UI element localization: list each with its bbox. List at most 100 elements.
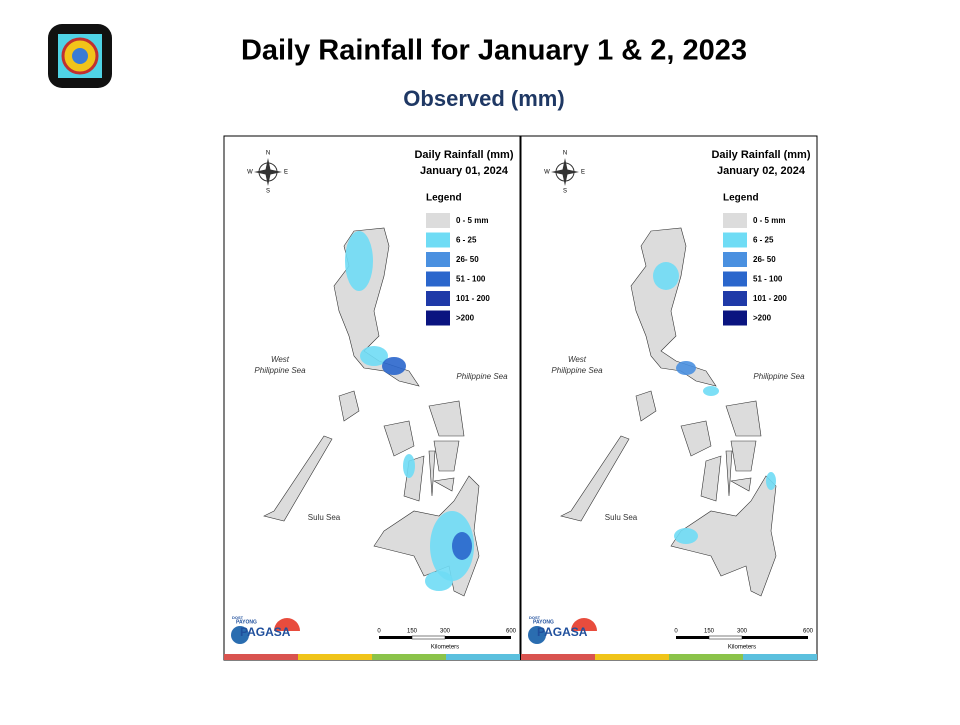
pagasa-logo	[528, 626, 546, 644]
legend-label: 26- 50	[456, 255, 479, 264]
legend-label: 0 - 5 mm	[456, 216, 488, 225]
scale-tick: 0	[377, 629, 381, 635]
legend-label: 26- 50	[753, 255, 776, 264]
rain-area	[403, 454, 415, 478]
legend-swatch	[426, 291, 450, 306]
rain-area	[676, 361, 696, 375]
sea-label: Philippine Sea	[753, 372, 805, 381]
scale-bar	[708, 635, 743, 640]
island	[433, 440, 460, 472]
compass	[551, 169, 579, 175]
footer-strip	[298, 654, 372, 660]
footer-strip	[743, 654, 817, 660]
legend-label: 6 - 25	[456, 236, 477, 245]
island	[383, 420, 415, 457]
compass-label: N	[563, 151, 567, 157]
legend-swatch	[723, 310, 747, 326]
legend-label: >200	[456, 314, 475, 323]
sea-label: Philippine Sea	[456, 372, 508, 381]
logo-text: PAGASA	[240, 625, 291, 639]
sea-label: West	[271, 355, 290, 364]
legend-label: 6 - 25	[753, 236, 774, 245]
legend-swatch	[723, 271, 747, 287]
scale-tick: 0	[674, 629, 678, 635]
compass-label: N	[266, 151, 270, 157]
footer-strip	[521, 654, 595, 660]
subtitle: Observed (mm)	[403, 86, 564, 111]
sea-label: West	[568, 355, 587, 364]
legend-swatch	[426, 252, 450, 267]
logo-text: DOST	[529, 615, 541, 620]
logo-text: PAGASA	[537, 625, 588, 639]
compass-label: S	[563, 189, 567, 195]
scale-tick: 150	[407, 629, 418, 635]
sea-label: Philippine Sea	[551, 366, 603, 375]
scale-tick: 600	[506, 629, 517, 635]
map-panel: N E W S Daily Rainfall (mm) January 02, 2024 L…	[520, 135, 818, 661]
rain-area	[360, 346, 388, 366]
scale-bar	[411, 635, 446, 640]
island	[338, 390, 360, 422]
island	[263, 435, 333, 522]
legend-label: 51 - 100	[753, 275, 783, 284]
pagasa-logo	[571, 618, 597, 631]
island	[630, 227, 717, 387]
legend-title: Legend	[723, 193, 759, 204]
scale-tick: 300	[440, 629, 451, 635]
legend-swatch	[426, 232, 450, 248]
legend-swatch	[723, 213, 747, 228]
map-date: January 01, 2024	[420, 165, 509, 177]
rain-area	[653, 262, 679, 290]
logo-text: PAYONG	[236, 619, 257, 625]
map-date: January 02, 2024	[717, 165, 806, 177]
sea-label: Sulu Sea	[308, 513, 341, 522]
island	[680, 420, 712, 457]
legend-swatch	[426, 271, 450, 287]
island	[730, 477, 752, 492]
panel-frame	[223, 135, 521, 661]
scale-unit: Kilometers	[728, 645, 756, 651]
legend-label: >200	[753, 314, 772, 323]
compass-label: W	[544, 170, 550, 176]
logo-text: PAYONG	[533, 619, 554, 625]
footer-strip	[372, 654, 446, 660]
island	[725, 400, 762, 437]
scale-tick: 600	[803, 629, 814, 635]
title: Daily Rainfall for January 1 & 2, 2023	[241, 35, 747, 67]
rain-area	[766, 472, 776, 490]
rain-area	[382, 357, 406, 375]
rain-area	[345, 231, 373, 291]
island	[428, 450, 436, 497]
panel-frame	[520, 135, 818, 661]
compass-label: E	[284, 170, 288, 176]
scale-unit: Kilometers	[431, 645, 459, 651]
legend-label: 0 - 5 mm	[753, 216, 785, 225]
rain-area	[703, 386, 719, 396]
rain-area	[674, 528, 698, 544]
legend-label: 51 - 100	[456, 275, 486, 284]
legend-label: 101 - 200	[753, 294, 787, 303]
footer-strip	[224, 654, 298, 660]
logo-text: DOST	[232, 615, 244, 620]
footer-strip	[669, 654, 743, 660]
map-panel: N E W S Daily Rainfall (mm) January 01, 2024 L…	[223, 135, 521, 661]
island	[433, 477, 455, 492]
island	[428, 400, 465, 437]
scale-tick: 300	[737, 629, 748, 635]
island	[635, 390, 657, 422]
legend-title: Legend	[426, 193, 462, 204]
sea-label: Sulu Sea	[605, 513, 638, 522]
compass	[254, 169, 282, 175]
compass-label: W	[247, 170, 253, 176]
legend-swatch	[723, 252, 747, 267]
legend-swatch	[723, 232, 747, 248]
legend-swatch	[426, 310, 450, 326]
island	[560, 435, 630, 522]
island	[730, 440, 757, 472]
compass-label: E	[581, 170, 585, 176]
pagasa-logo	[274, 618, 300, 631]
logo	[48, 24, 112, 88]
compass-label: S	[266, 189, 270, 195]
island	[670, 475, 777, 597]
